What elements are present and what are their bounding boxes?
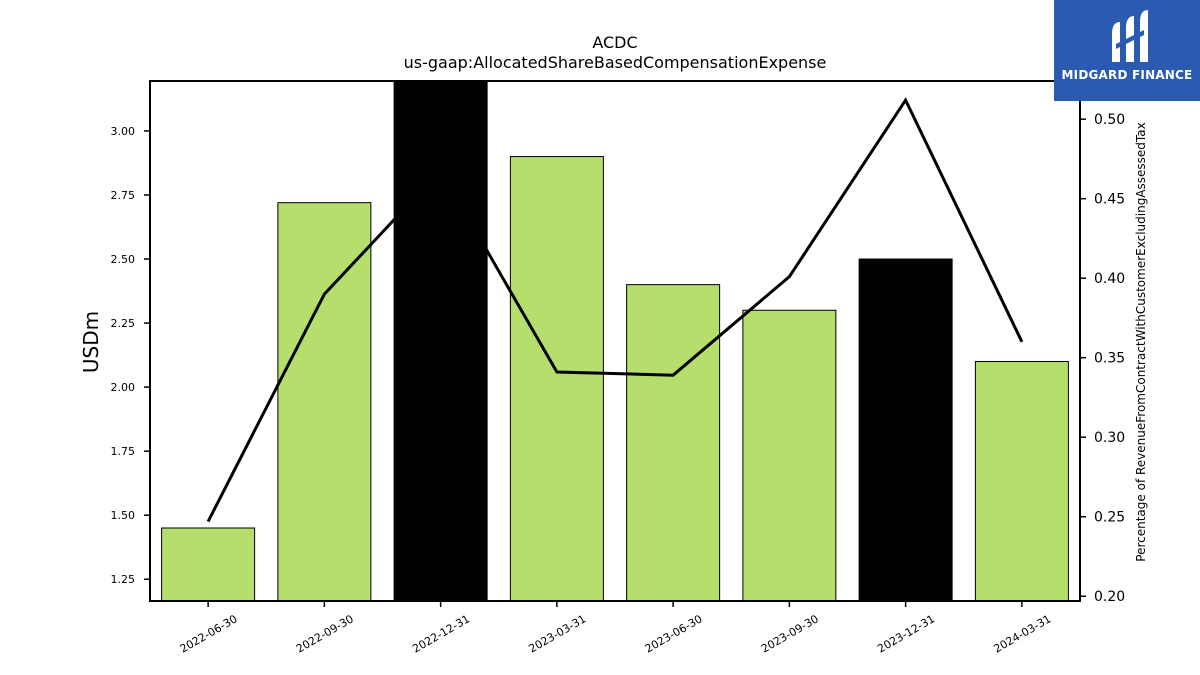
line-series bbox=[206, 97, 1024, 523]
y2-tick-label: 0.20 bbox=[1094, 589, 1125, 605]
y2-tick-label: 0.25 bbox=[1094, 510, 1125, 526]
y-tick-label: 2.25 bbox=[111, 317, 136, 330]
y2-tick-label: 0.40 bbox=[1094, 271, 1125, 287]
y-axis-label: USDm bbox=[79, 311, 103, 373]
x-tick-label: 2023-12-31 bbox=[875, 612, 937, 655]
y2-tick-label: 0.50 bbox=[1094, 112, 1125, 128]
x-tick-label: 2022-09-30 bbox=[294, 612, 356, 655]
y2-axis-label: Percentage of RevenueFromContractWithCus… bbox=[1134, 122, 1148, 561]
x-tick-label: 2024-03-31 bbox=[992, 612, 1054, 655]
y-tick-label: 2.00 bbox=[111, 381, 136, 394]
x-tick-label: 2023-09-30 bbox=[759, 612, 821, 655]
x-tick-label: 2023-03-31 bbox=[527, 612, 589, 655]
y-tick-label: 1.75 bbox=[111, 445, 136, 458]
bar-2023-03-31 bbox=[509, 156, 604, 601]
bar-2023-06-30 bbox=[626, 284, 721, 601]
y-tick-label: 2.50 bbox=[111, 253, 136, 266]
plot-frame bbox=[149, 80, 1081, 602]
bar-2022-06-30 bbox=[161, 527, 256, 601]
bar-2023-12-31 bbox=[858, 258, 953, 601]
midgard-logo-icon bbox=[1112, 10, 1148, 62]
bar-2022-09-30 bbox=[277, 202, 372, 601]
x-tick-label: 2023-06-30 bbox=[643, 612, 705, 655]
x-tick-label: 2022-06-30 bbox=[178, 612, 240, 655]
x-tick-label: 2022-12-31 bbox=[410, 612, 472, 655]
y-tick-label: 1.25 bbox=[111, 573, 136, 586]
y-tick-label: 1.50 bbox=[111, 509, 136, 522]
bar-2024-03-31 bbox=[974, 360, 1069, 601]
chart-title: ACDC bbox=[592, 33, 637, 52]
bar-2023-09-30 bbox=[742, 309, 837, 601]
y-tick-label: 3.00 bbox=[111, 125, 136, 138]
y2-tick-label: 0.45 bbox=[1094, 192, 1125, 208]
bar-2022-12-31 bbox=[393, 81, 488, 601]
y2-tick-label: 0.30 bbox=[1094, 430, 1125, 446]
midgard-logo: MIDGARD FINANCE bbox=[1054, 0, 1200, 101]
y2-tick-label: 0.35 bbox=[1094, 351, 1125, 367]
y-tick-label: 2.75 bbox=[111, 189, 136, 202]
logo-text: MIDGARD FINANCE bbox=[1061, 68, 1193, 82]
chart-subtitle: us-gaap:AllocatedShareBasedCompensationE… bbox=[404, 53, 827, 72]
